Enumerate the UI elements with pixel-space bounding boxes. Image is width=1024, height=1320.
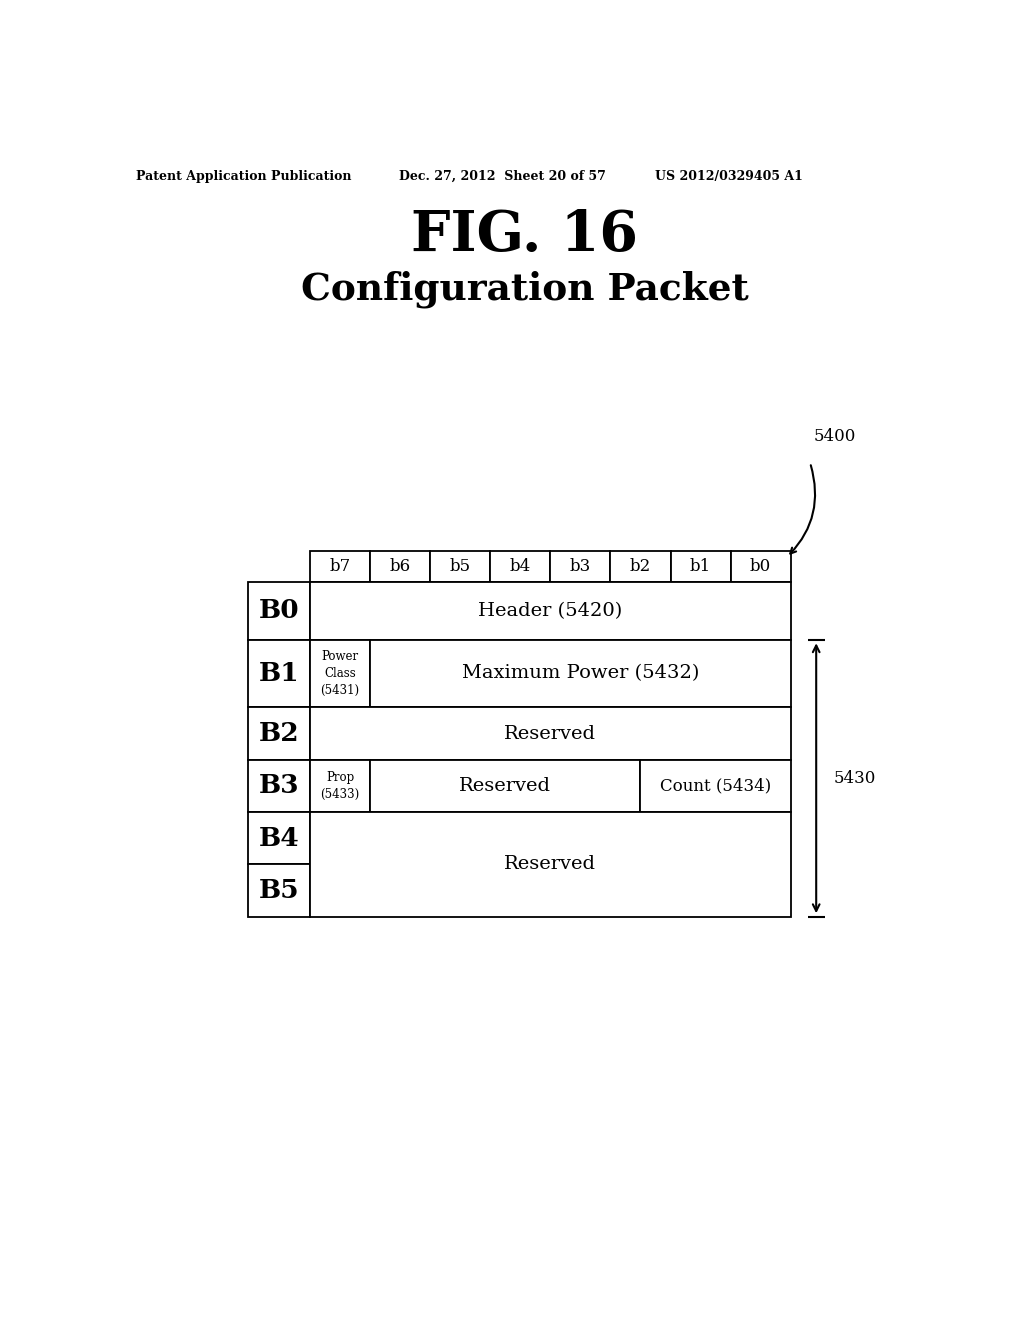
Text: B0: B0	[259, 598, 299, 623]
Bar	[610, 552, 671, 582]
Bar	[248, 582, 310, 640]
Text: Count (5434): Count (5434)	[659, 777, 771, 795]
Text: B2: B2	[259, 721, 299, 746]
Bar	[490, 552, 550, 582]
Bar	[671, 552, 730, 582]
Text: 5400: 5400	[814, 428, 856, 445]
Text: Header (5420): Header (5420)	[478, 602, 623, 620]
Text: b0: b0	[750, 558, 771, 576]
Text: Maximum Power (5432): Maximum Power (5432)	[462, 664, 699, 682]
Bar	[371, 640, 791, 708]
Text: FIG. 16: FIG. 16	[412, 209, 638, 264]
Text: b7: b7	[330, 558, 351, 576]
Bar	[310, 812, 791, 917]
Text: B1: B1	[259, 661, 299, 686]
Text: Reserved: Reserved	[460, 777, 551, 795]
Bar	[640, 760, 791, 812]
Text: B4: B4	[259, 826, 299, 851]
Text: Reserved: Reserved	[505, 725, 596, 743]
Bar	[248, 760, 310, 812]
Text: b3: b3	[569, 558, 591, 576]
Bar	[248, 812, 310, 865]
Bar	[371, 760, 640, 812]
Text: b6: b6	[390, 558, 411, 576]
Bar	[310, 640, 371, 708]
Bar	[248, 708, 310, 760]
Text: B5: B5	[259, 878, 299, 903]
Text: b5: b5	[450, 558, 471, 576]
Text: b4: b4	[510, 558, 531, 576]
Text: Power
Class
(5431): Power Class (5431)	[321, 649, 359, 697]
Bar	[550, 552, 610, 582]
Bar	[371, 552, 430, 582]
Text: Prop
(5433): Prop (5433)	[321, 771, 359, 801]
Text: US 2012/0329405 A1: US 2012/0329405 A1	[655, 170, 803, 183]
Text: b2: b2	[630, 558, 651, 576]
Bar	[310, 552, 371, 582]
Bar	[310, 760, 371, 812]
Bar	[248, 640, 310, 708]
Text: Dec. 27, 2012  Sheet 20 of 57: Dec. 27, 2012 Sheet 20 of 57	[399, 170, 606, 183]
Text: Patent Application Publication: Patent Application Publication	[136, 170, 351, 183]
Bar	[730, 552, 791, 582]
Bar	[310, 708, 791, 760]
Bar	[430, 552, 490, 582]
Text: Reserved: Reserved	[505, 855, 596, 874]
Text: b1: b1	[690, 558, 711, 576]
Text: Configuration Packet: Configuration Packet	[301, 271, 749, 308]
Bar	[248, 865, 310, 917]
Text: B3: B3	[259, 774, 299, 799]
Bar	[310, 582, 791, 640]
Text: 5430: 5430	[834, 770, 876, 787]
